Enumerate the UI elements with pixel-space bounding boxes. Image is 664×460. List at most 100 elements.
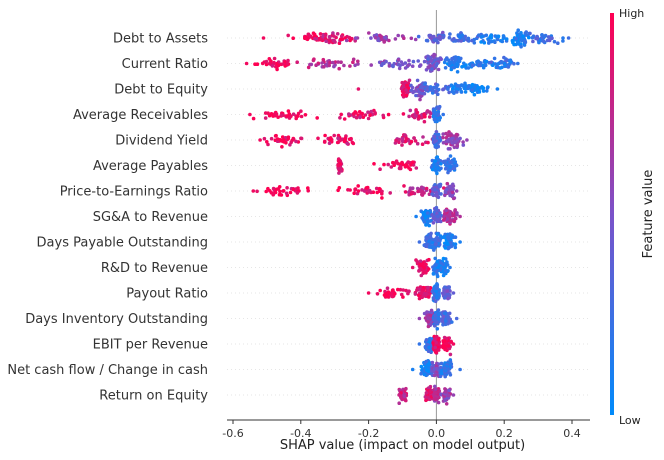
data-point [422, 112, 426, 117]
data-point [398, 63, 402, 68]
data-point [441, 132, 446, 136]
data-point [440, 235, 445, 240]
data-point [404, 88, 408, 92]
data-point [450, 190, 455, 195]
data-point [441, 135, 445, 140]
data-point [264, 62, 269, 67]
data-point [291, 187, 296, 192]
data-point [443, 212, 447, 216]
data-point [448, 358, 453, 362]
data-point [441, 30, 445, 35]
data-point [490, 63, 495, 67]
feature-label: Dividend Yield [115, 134, 208, 149]
data-point [447, 285, 452, 289]
data-point [360, 111, 365, 116]
data-point [417, 316, 422, 321]
data-point [434, 340, 439, 345]
data-point [251, 116, 256, 121]
data-point [336, 188, 340, 193]
data-point [258, 138, 262, 142]
data-point [441, 87, 446, 91]
data-point [426, 295, 431, 299]
data-point [351, 57, 356, 62]
data-point [435, 62, 439, 66]
data-point [366, 291, 371, 295]
data-point [450, 136, 454, 141]
data-point [444, 390, 448, 394]
data-point [459, 83, 464, 87]
data-point [453, 140, 457, 144]
data-point [472, 41, 477, 45]
data-point [439, 371, 444, 376]
data-point [322, 65, 326, 69]
data-point [336, 60, 341, 64]
data-point [432, 162, 436, 166]
data-point [453, 208, 458, 212]
data-point [408, 167, 413, 172]
data-point [427, 115, 432, 119]
data-point [413, 292, 418, 296]
data-point [441, 319, 445, 323]
data-point [531, 39, 535, 44]
data-point [424, 38, 429, 43]
data-point [450, 38, 455, 42]
data-point [458, 367, 462, 372]
data-point [338, 37, 343, 42]
data-point [546, 35, 551, 39]
data-point [438, 374, 443, 379]
data-point [261, 36, 266, 40]
data-point [441, 140, 446, 145]
data-point [274, 187, 279, 192]
data-point [331, 60, 335, 65]
data-point [352, 191, 357, 195]
data-point [285, 186, 289, 190]
data-point [274, 64, 278, 69]
data-point [416, 34, 421, 39]
data-point [433, 391, 438, 395]
data-point [433, 387, 438, 391]
data-point [421, 135, 425, 139]
data-point [315, 116, 320, 120]
data-point [451, 393, 456, 397]
data-point [429, 56, 433, 60]
data-point [400, 143, 404, 147]
data-point [436, 348, 441, 352]
data-point [366, 116, 371, 121]
data-point [428, 389, 433, 394]
data-point [415, 78, 420, 83]
data-point [403, 61, 408, 65]
data-point [278, 189, 282, 194]
data-point [492, 56, 497, 61]
data-point [457, 59, 461, 63]
data-point [452, 145, 457, 150]
data-point [447, 311, 452, 316]
data-point [295, 191, 300, 195]
data-point [426, 211, 430, 215]
data-point [414, 214, 418, 219]
data-point [422, 372, 427, 377]
data-point [484, 59, 488, 64]
data-point [345, 141, 350, 146]
data-point [512, 42, 516, 47]
data-point [380, 196, 384, 200]
data-point [386, 295, 390, 299]
data-point [451, 291, 456, 295]
data-point [433, 159, 438, 163]
data-point [303, 113, 308, 117]
x-tick-label: 0.0 [428, 427, 446, 440]
data-point [433, 384, 437, 389]
data-point [357, 110, 362, 114]
data-point [446, 87, 450, 91]
data-point [462, 61, 466, 66]
data-point [378, 167, 382, 171]
data-point [447, 130, 451, 134]
x-tick-label: -0.2 [358, 427, 379, 440]
data-point [401, 288, 406, 292]
x-tick-label: 0.2 [495, 427, 513, 440]
data-point [424, 391, 429, 395]
data-point [470, 88, 475, 92]
data-point [446, 321, 450, 326]
data-point [414, 258, 418, 262]
data-point [339, 169, 344, 173]
data-point [443, 369, 448, 373]
